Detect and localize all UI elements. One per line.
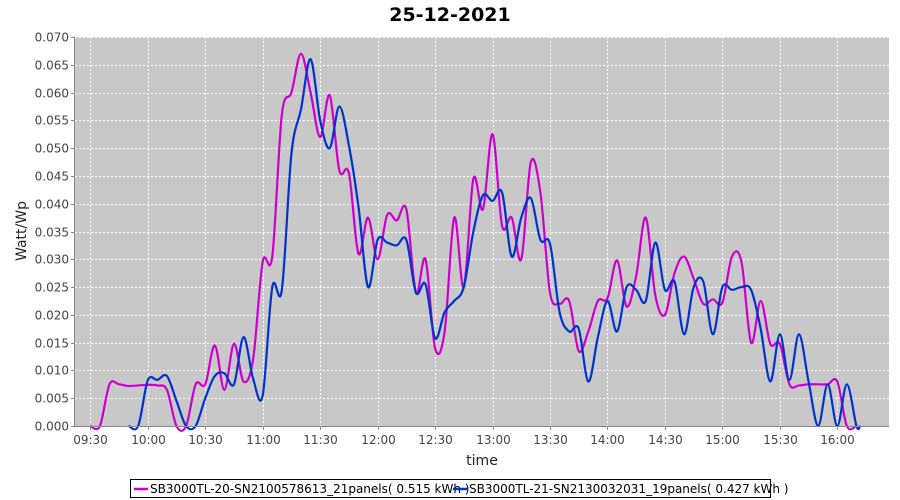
grid (75, 37, 889, 426)
y-tick-label: 0.020 (35, 309, 69, 323)
legend-label-series-1: SB3000TL-21-SN2130032031_19panels( 0.427… (469, 482, 788, 496)
chart-title: 25-12-2021 (389, 4, 511, 26)
x-tick-label: 09:30 (73, 433, 108, 447)
series-0-line (89, 52, 857, 432)
series-layer (89, 52, 862, 432)
x-tick-label: 13:00 (476, 433, 511, 447)
y-tick-label: 0.050 (35, 142, 69, 156)
y-tick-label: 0.025 (35, 281, 69, 295)
y-tick-label: 0.015 (35, 337, 69, 351)
legend-label-series-0: SB3000TL-20-SN2100578613_21panels( 0.515… (150, 482, 469, 496)
x-tick-label: 11:00 (246, 433, 281, 447)
y-axis-title: Watt/Wp (14, 201, 30, 261)
y-tick-label: 0.035 (35, 226, 69, 240)
y-tick-label: 0.010 (35, 364, 69, 378)
y-tick-label: 0.055 (35, 114, 69, 128)
y-tick-label: 0.040 (35, 198, 69, 212)
x-tick-label: 15:30 (763, 433, 798, 447)
x-tick-label: 13:30 (533, 433, 568, 447)
y-tick-label: 0.045 (35, 170, 69, 184)
y-tick-label: 0.000 (35, 420, 69, 434)
legend: SB3000TL-20-SN2100578613_21panels( 0.515… (130, 479, 788, 498)
y-tick-label: 0.065 (35, 59, 69, 73)
y-tick-label: 0.060 (35, 87, 69, 101)
y-axis: 0.000 0.005 0.010 0.015 0.020 0.025 0.030 0.035… (35, 31, 75, 434)
y-tick-label: 0.070 (35, 31, 69, 45)
x-tick-label: 16:00 (820, 433, 855, 447)
x-tick-label: 12:00 (361, 433, 396, 447)
y-tick-label: 0.005 (35, 392, 69, 406)
x-tick-label: 10:00 (131, 433, 166, 447)
series-1-line (128, 58, 862, 431)
x-axis-title: time (466, 453, 498, 469)
x-tick-label: 11:30 (303, 433, 338, 447)
x-axis: 09:30 10:00 10:30 11:00 11:30 12:00 12:30 13:00… (73, 426, 855, 447)
x-tick-label: 15:00 (705, 433, 740, 447)
x-tick-label: 10:30 (188, 433, 223, 447)
x-tick-label: 14:00 (590, 433, 625, 447)
legend-box (130, 479, 771, 498)
x-tick-label: 14:30 (648, 433, 683, 447)
x-tick-label: 12:30 (418, 433, 453, 447)
y-tick-label: 0.030 (35, 253, 69, 267)
